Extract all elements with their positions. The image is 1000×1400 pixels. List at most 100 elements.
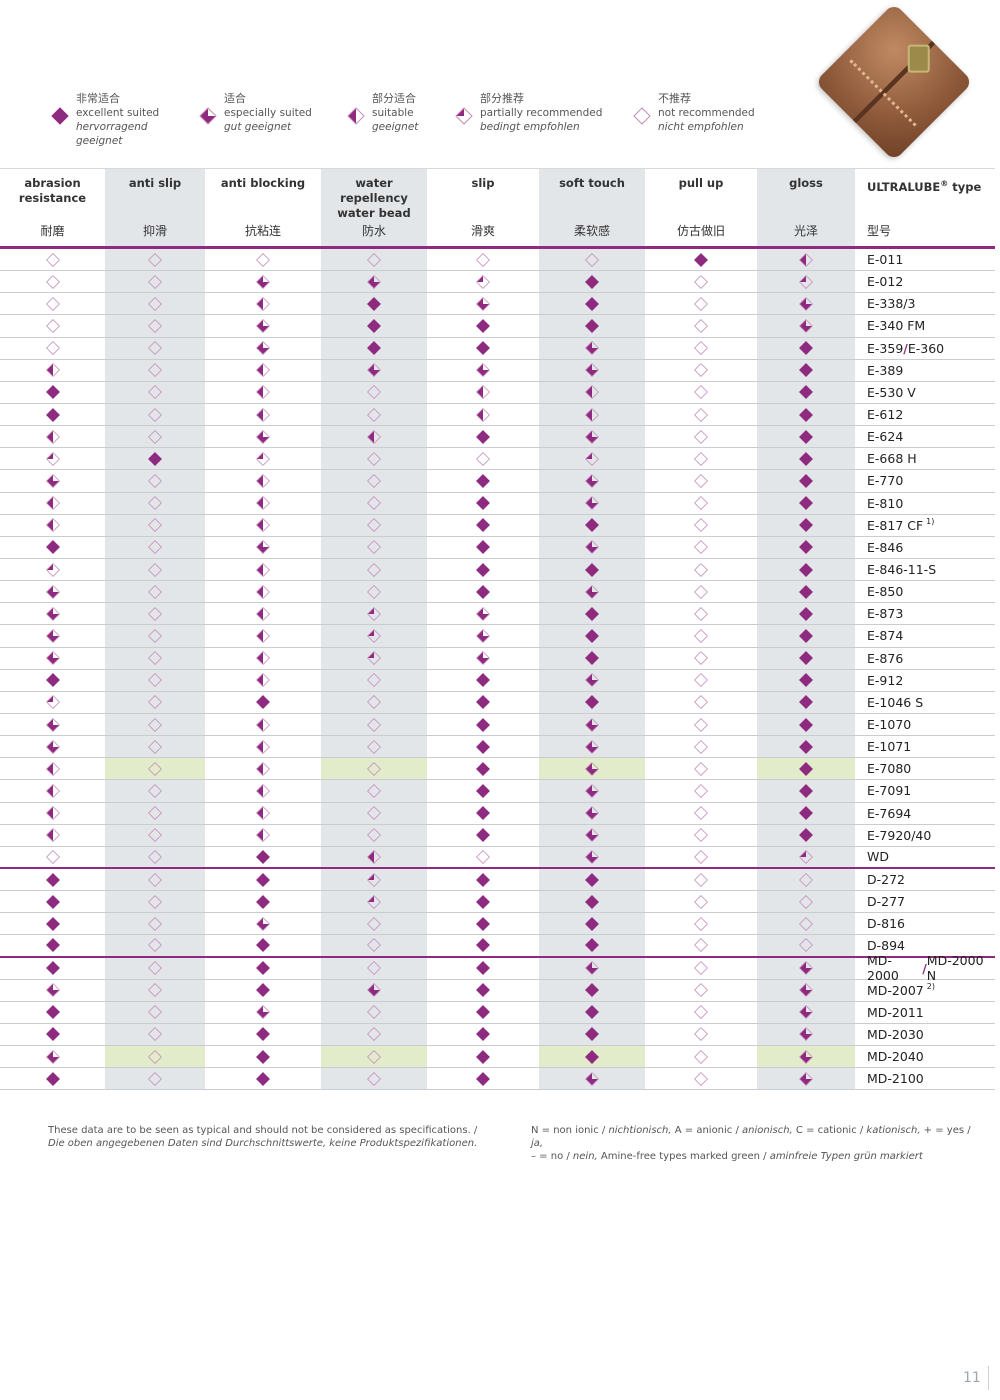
- rating-cell: [757, 603, 855, 625]
- empty-diamond-icon: [694, 916, 708, 931]
- suitable-diamond-icon: [256, 385, 270, 400]
- product-type: MD-2030: [855, 1024, 995, 1045]
- rating-cell: [427, 980, 539, 1001]
- product-type: MD-2007 2): [855, 980, 995, 1001]
- product-type: E-011: [855, 249, 995, 270]
- rating-cell: [757, 470, 855, 492]
- product-type: E-1046 S: [855, 692, 995, 713]
- rating-cell: [645, 780, 757, 801]
- suitable-diamond-icon: [256, 562, 270, 577]
- empty-diamond-icon: [148, 628, 162, 643]
- empty-diamond-icon: [367, 1005, 381, 1020]
- excellent-diamond-icon: [476, 540, 490, 555]
- rating-cell: [427, 1002, 539, 1023]
- excellent-diamond-icon: [799, 828, 813, 843]
- product-type: E-846-11-S: [855, 559, 995, 580]
- excellent-diamond-icon: [799, 429, 813, 444]
- suitable-diamond-icon: [256, 717, 270, 732]
- rating-cell: [427, 958, 539, 979]
- rating-cell: [539, 713, 645, 736]
- product-type: E-668 H: [855, 448, 995, 469]
- product-type-name: E-359: [867, 340, 904, 356]
- empty-diamond-icon: [45, 252, 60, 267]
- rating-cell: [321, 647, 427, 669]
- product-type-name: WD: [867, 849, 889, 865]
- rating-cell: [427, 448, 539, 469]
- empty-diamond-icon: [367, 828, 381, 843]
- rating-cell: [427, 692, 539, 713]
- empty-diamond-icon: [367, 562, 381, 577]
- partial-diamond-icon: [799, 849, 813, 864]
- excellent-diamond-icon: [45, 894, 60, 909]
- rating-cell: [321, 824, 427, 846]
- rating-cell: [105, 403, 205, 426]
- legend-item: 适合 especially suited gut geeignet: [198, 92, 324, 148]
- empty-diamond-icon: [148, 849, 162, 864]
- rating-cell: [205, 847, 321, 867]
- excellent-diamond-icon: [476, 474, 490, 488]
- rating-cell: [105, 293, 205, 315]
- legend-label-en: suitable: [372, 107, 414, 119]
- especially-diamond-icon: [585, 341, 599, 356]
- excellent-diamond-icon: [799, 562, 813, 577]
- empty-diamond-icon: [148, 518, 162, 533]
- column-header-cn: 防水: [361, 224, 386, 238]
- empty-diamond-icon: [476, 252, 490, 267]
- disclaimer-en: These data are to be seen as typical and…: [48, 1125, 478, 1136]
- rating-cell: [105, 558, 205, 581]
- rating-cell: [645, 803, 757, 824]
- excellent-diamond-icon: [367, 319, 381, 333]
- product-type-name: E-1070: [867, 717, 912, 733]
- product-type-name: E-873: [867, 606, 904, 622]
- rating-cell: [645, 758, 757, 779]
- rating-cell: [757, 426, 855, 448]
- rating-cell: [757, 403, 855, 426]
- table-row: E-846-11-S: [0, 558, 995, 582]
- rating-cell: [105, 957, 205, 979]
- empty-diamond-icon: [45, 296, 60, 311]
- especially-diamond-icon: [799, 1005, 813, 1020]
- column-header-en: slip: [471, 176, 495, 190]
- rating-cell: [427, 714, 539, 735]
- column-header-en: anti slip: [128, 176, 182, 190]
- rating-cell: [0, 404, 105, 425]
- excellent-diamond-icon: [799, 606, 813, 621]
- table-row: E-624: [0, 426, 995, 449]
- rating-cell: [427, 338, 539, 359]
- legend-label-en: excellent suited: [76, 107, 160, 119]
- rating-cell: [539, 403, 645, 426]
- empty-diamond-icon: [148, 363, 162, 378]
- rating-cell: [205, 935, 321, 955]
- excellent-diamond-icon: [476, 783, 490, 798]
- empty-diamond-icon: [694, 739, 708, 754]
- rating-cell: [539, 780, 645, 802]
- disclaimer-de: Die oben angegebenen Daten sind Durchsch…: [48, 1138, 478, 1149]
- rating-cell: [757, 1068, 855, 1090]
- rating-cell: [757, 1046, 855, 1068]
- key-fragment: Amine-free types marked green /: [597, 1151, 770, 1162]
- legend-text: 适合 especially suited gut geeignet: [224, 92, 324, 134]
- table-row: E-1046 S: [0, 691, 995, 714]
- rating-cell: [0, 1046, 105, 1067]
- rating-cell: [757, 868, 855, 891]
- empty-diamond-icon: [367, 474, 381, 488]
- product-type: D-816: [855, 913, 995, 934]
- empty-diamond-icon: [148, 828, 162, 843]
- rating-cell: [539, 249, 645, 271]
- especially-diamond-icon: [799, 1049, 813, 1064]
- table-header: abrasion resistance 耐磨 anti slip 抑滑 anti blo…: [0, 169, 995, 249]
- especially-diamond-icon: [45, 739, 60, 754]
- excellent-diamond-icon: [799, 518, 813, 533]
- rating-cell: [205, 581, 321, 602]
- rating-cell: [0, 758, 105, 779]
- especially-diamond-icon: [585, 961, 599, 976]
- rating-cell: [757, 691, 855, 713]
- rating-cell: [539, 758, 645, 780]
- partial-diamond-icon: [367, 651, 381, 666]
- rating-cell: [205, 780, 321, 801]
- excellent-diamond-icon: [585, 1005, 599, 1020]
- excellent-diamond-icon: [585, 651, 599, 666]
- rating-cell: [105, 647, 205, 669]
- empty-diamond-icon: [148, 983, 162, 998]
- rating-cell: [757, 581, 855, 603]
